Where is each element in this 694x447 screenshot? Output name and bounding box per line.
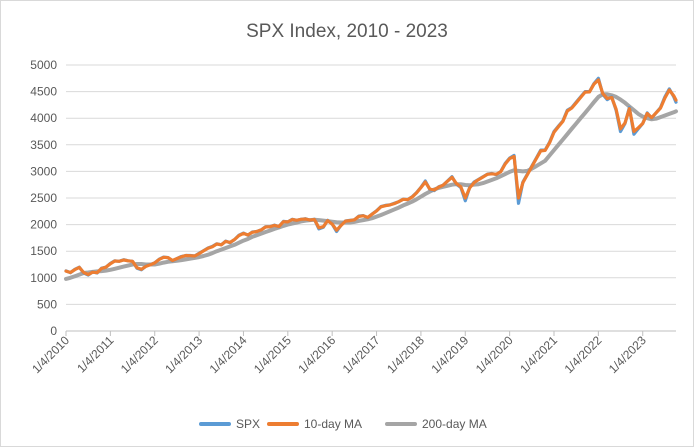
x-tick-label: 1/4/2011 — [74, 333, 117, 376]
legend-label: 10-day MA — [304, 417, 362, 431]
y-tick-label: 3500 — [30, 138, 57, 152]
y-axis: 0 500 1000 1500 2000 2500 3000 3500 4000 4500 5000 — [30, 58, 57, 338]
x-tick-label: 1/4/2019 — [428, 333, 471, 376]
x-tick-label: 1/4/2018 — [384, 333, 427, 376]
y-tick-label: 4500 — [30, 85, 57, 99]
y-tick-label: 2000 — [30, 218, 57, 232]
x-tick-label: 1/4/2021 — [517, 333, 560, 376]
x-tick-label: 1/4/2023 — [606, 333, 649, 376]
series-line-200-day-ma — [64, 92, 678, 281]
x-tick-label: 1/4/2012 — [118, 333, 161, 376]
legend: SPX 10-day MA 200-day MA — [199, 417, 487, 431]
y-tick-label: 4000 — [30, 111, 57, 125]
series-line-10-day-ma — [64, 78, 678, 277]
x-tick-label: 1/4/2017 — [340, 333, 383, 376]
y-tick-label: 500 — [37, 297, 57, 311]
x-axis: 1/4/2010 1/4/2011 1/4/2012 1/4/2013 1/4/2014… — [29, 330, 676, 376]
legend-label: SPX — [236, 417, 260, 431]
y-tick-label: 1000 — [30, 271, 57, 285]
x-tick-label: 1/4/2020 — [473, 333, 516, 376]
x-tick-label: 1/4/2014 — [207, 333, 250, 376]
x-tick-label: 1/4/2015 — [251, 333, 294, 376]
y-tick-label: 5000 — [30, 58, 57, 72]
y-tick-label: 2500 — [30, 191, 57, 205]
y-tick-label: 1500 — [30, 244, 57, 258]
x-tick-label: 1/4/2022 — [562, 333, 605, 376]
legend-label: 200-day MA — [422, 417, 487, 431]
y-tick-label: 3000 — [30, 164, 57, 178]
series-line-spx — [64, 76, 678, 277]
series-layer — [64, 76, 678, 281]
grid-layer — [66, 64, 676, 332]
x-tick-label: 1/4/2016 — [295, 333, 338, 376]
x-tick-label: 1/4/2010 — [29, 333, 72, 376]
x-tick-label: 1/4/2013 — [162, 333, 205, 376]
chart-title: SPX Index, 2010 - 2023 — [246, 21, 448, 42]
y-tick-label: 0 — [50, 324, 57, 338]
